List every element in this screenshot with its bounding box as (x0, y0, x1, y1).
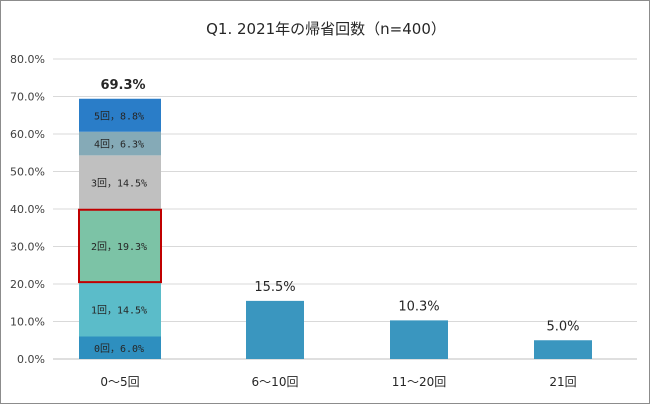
segment-label: 5回，8.8% (94, 110, 144, 122)
segment-label: 1回，14.5% (91, 304, 147, 316)
y-tick-label: 10.0% (10, 316, 45, 329)
segment-label: 2回，19.3% (91, 241, 147, 253)
y-tick-label: 40.0% (10, 203, 45, 216)
stacked-segment (79, 282, 161, 337)
value-label: 69.3% (100, 78, 145, 93)
bar (534, 340, 592, 359)
y-axis-ticks: 0.0% 10.0% 20.0% 30.0% 40.0% 50.0% 60.0% 70.0% 8… (10, 53, 45, 366)
stacked-segment (79, 98, 161, 132)
segment-label: 3回，14.5% (91, 178, 147, 190)
value-label: 10.3% (398, 299, 439, 314)
chart-title: Q1. 2021年の帰省回数（n=400） (206, 20, 446, 38)
y-tick-label: 80.0% (10, 53, 45, 66)
x-tick-label: 21回 (549, 375, 576, 389)
y-tick-label: 50.0% (10, 166, 45, 179)
stacked-segment (79, 336, 161, 359)
stacked-segment (79, 155, 161, 210)
highlight-box (78, 208, 162, 284)
y-tick-label: 20.0% (10, 278, 45, 291)
y-tick-label: 0.0% (17, 353, 45, 366)
y-tick-label: 60.0% (10, 128, 45, 141)
x-tick-label: 6～10回 (252, 375, 299, 389)
x-tick-label: 11～20回 (392, 375, 447, 389)
bar (390, 320, 448, 359)
segment-label: 0回，6.0% (94, 343, 144, 355)
value-label: 5.0% (546, 319, 579, 334)
y-tick-label: 70.0% (10, 91, 45, 104)
stacked-segment (79, 209, 161, 283)
stacked-segment (79, 131, 161, 156)
bars (79, 98, 592, 359)
x-tick-label: 0～5回 (100, 375, 139, 389)
y-tick-label: 30.0% (10, 241, 45, 254)
value-label: 15.5% (254, 280, 295, 295)
segment-label: 4回，6.3% (94, 139, 144, 151)
labels: 0～5回 6～10回 11～20回 21回 0回，6.0% 1回，14.5% 2回，19.3… (78, 78, 580, 389)
bar (246, 300, 304, 359)
